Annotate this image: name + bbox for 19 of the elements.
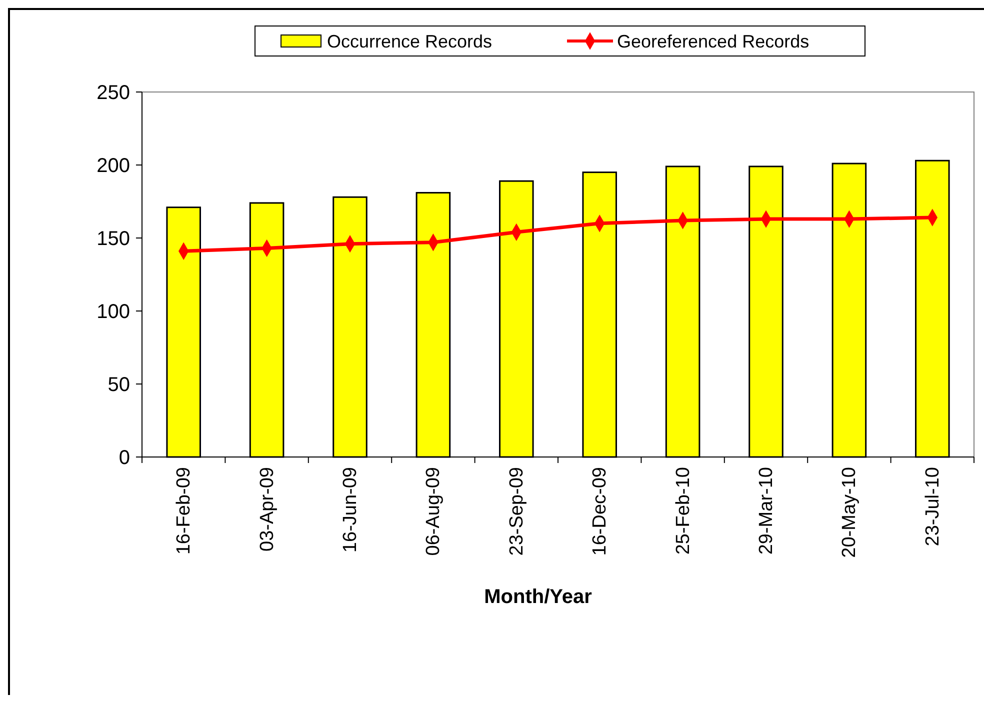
x-tick-label: 25-Feb-10 <box>672 467 694 555</box>
x-tick-label: 29-Mar-10 <box>756 467 777 555</box>
x-tick-label: 16-Dec-09 <box>590 467 611 556</box>
legend-label: Occurrence Records <box>327 31 492 52</box>
y-tick-label: 250 <box>96 82 130 104</box>
y-tick-label: 50 <box>108 374 130 396</box>
x-tick-label: 20-May-10 <box>839 467 860 558</box>
x-tick-label: 16-Feb-09 <box>174 467 195 555</box>
x-tick-label: 23-Jul-10 <box>922 467 944 546</box>
y-tick-label: 150 <box>96 228 130 250</box>
x-tick-label: 16-Jun-09 <box>340 467 361 553</box>
x-axis-title: Month/Year <box>484 586 592 608</box>
x-tick-label: 03-Apr-09 <box>256 467 278 552</box>
x-tick-label: 06-Aug-09 <box>423 467 444 556</box>
y-tick-label: 200 <box>96 155 130 177</box>
y-tick-label: 100 <box>96 301 130 323</box>
y-tick-label: 0 <box>118 447 130 469</box>
legend-label: Georeferenced Records <box>617 31 810 52</box>
x-tick-label: 23-Sep-09 <box>506 467 528 556</box>
